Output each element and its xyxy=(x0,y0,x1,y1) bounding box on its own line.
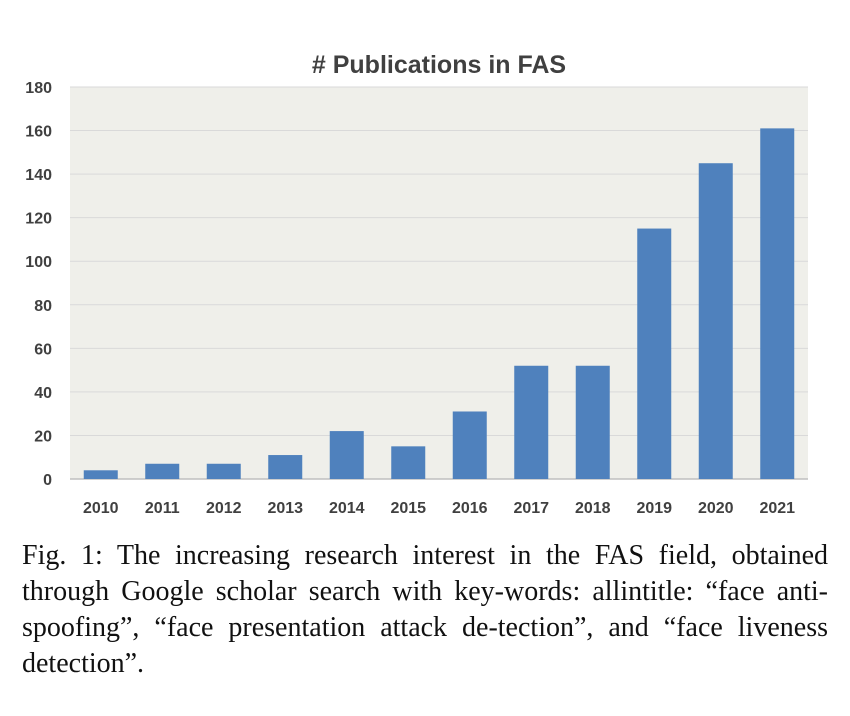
y-tick-label: 0 xyxy=(43,472,52,489)
bar-chart: 0 20 40 60 80 100 120 140 160 180 2010 2011 2012 201… xyxy=(25,51,808,517)
x-tick-label: 2011 xyxy=(145,500,180,517)
x-tick-label: 2018 xyxy=(575,500,611,517)
grid-lines xyxy=(70,86,808,480)
bar-2016 xyxy=(452,411,487,479)
figure-caption: Fig. 1: The increasing research interest… xyxy=(22,540,828,679)
bar-2012 xyxy=(206,463,241,479)
y-tick-label: 120 xyxy=(25,211,52,228)
y-axis-ticks: 0 20 40 60 80 100 120 140 160 180 xyxy=(25,80,52,489)
y-tick-label: 100 xyxy=(25,254,52,271)
x-tick-label: 2020 xyxy=(698,500,734,517)
x-tick-label: 2019 xyxy=(636,500,672,517)
x-tick-label: 2021 xyxy=(759,500,795,517)
x-tick-label: 2017 xyxy=(513,500,549,517)
y-tick-label: 140 xyxy=(25,167,52,184)
x-tick-label: 2012 xyxy=(206,500,242,517)
bar-2011 xyxy=(145,463,180,479)
y-tick-label: 180 xyxy=(25,80,52,97)
x-tick-label: 2010 xyxy=(83,500,119,517)
bars xyxy=(83,128,795,479)
bar-2010 xyxy=(83,470,118,479)
plot-area xyxy=(70,87,808,479)
y-tick-label: 60 xyxy=(34,341,52,358)
bar-2014 xyxy=(329,431,364,479)
bar-2021 xyxy=(760,128,795,479)
bar-2018 xyxy=(575,365,610,479)
bar-2015 xyxy=(391,446,426,479)
bar-2013 xyxy=(268,455,303,479)
y-tick-label: 80 xyxy=(34,298,52,315)
x-axis-ticks: 2010 2011 2012 2013 2014 2015 2016 2017 2018 2019… xyxy=(83,500,795,517)
bar-2020 xyxy=(698,163,733,479)
x-tick-label: 2016 xyxy=(452,500,488,517)
y-tick-label: 20 xyxy=(34,428,52,445)
x-tick-label: 2014 xyxy=(329,500,365,517)
y-tick-label: 40 xyxy=(34,385,52,402)
x-tick-label: 2015 xyxy=(390,500,426,517)
x-tick-label: 2013 xyxy=(267,500,303,517)
bar-2019 xyxy=(637,228,672,479)
chart-title: # Publications in FAS xyxy=(312,51,566,79)
bar-2017 xyxy=(514,365,549,479)
y-tick-label: 160 xyxy=(25,124,52,141)
